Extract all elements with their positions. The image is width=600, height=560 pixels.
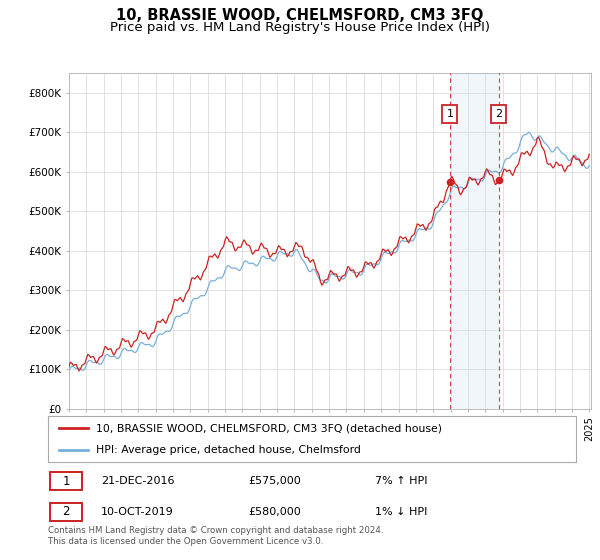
- Text: 1% ↓ HPI: 1% ↓ HPI: [376, 507, 428, 517]
- Text: 2: 2: [62, 505, 70, 519]
- Bar: [450, 73, 499, 409]
- FancyBboxPatch shape: [50, 503, 82, 521]
- Text: HPI: Average price, detached house, Chelmsford: HPI: Average price, detached house, Chel…: [95, 445, 361, 455]
- Text: £575,000: £575,000: [248, 476, 301, 486]
- Text: 10-OCT-2019: 10-OCT-2019: [101, 507, 173, 517]
- Text: 7% ↑ HPI: 7% ↑ HPI: [376, 476, 428, 486]
- FancyBboxPatch shape: [50, 472, 82, 491]
- Text: Contains HM Land Registry data © Crown copyright and database right 2024.
This d: Contains HM Land Registry data © Crown c…: [48, 526, 383, 546]
- Text: 1: 1: [62, 475, 70, 488]
- Text: 21-DEC-2016: 21-DEC-2016: [101, 476, 175, 486]
- Text: 1: 1: [446, 109, 454, 119]
- Text: £580,000: £580,000: [248, 507, 301, 517]
- Text: 10, BRASSIE WOOD, CHELMSFORD, CM3 3FQ (detached house): 10, BRASSIE WOOD, CHELMSFORD, CM3 3FQ (d…: [95, 423, 442, 433]
- Text: 2: 2: [495, 109, 502, 119]
- Text: 10, BRASSIE WOOD, CHELMSFORD, CM3 3FQ: 10, BRASSIE WOOD, CHELMSFORD, CM3 3FQ: [116, 8, 484, 24]
- Text: Price paid vs. HM Land Registry's House Price Index (HPI): Price paid vs. HM Land Registry's House …: [110, 21, 490, 34]
